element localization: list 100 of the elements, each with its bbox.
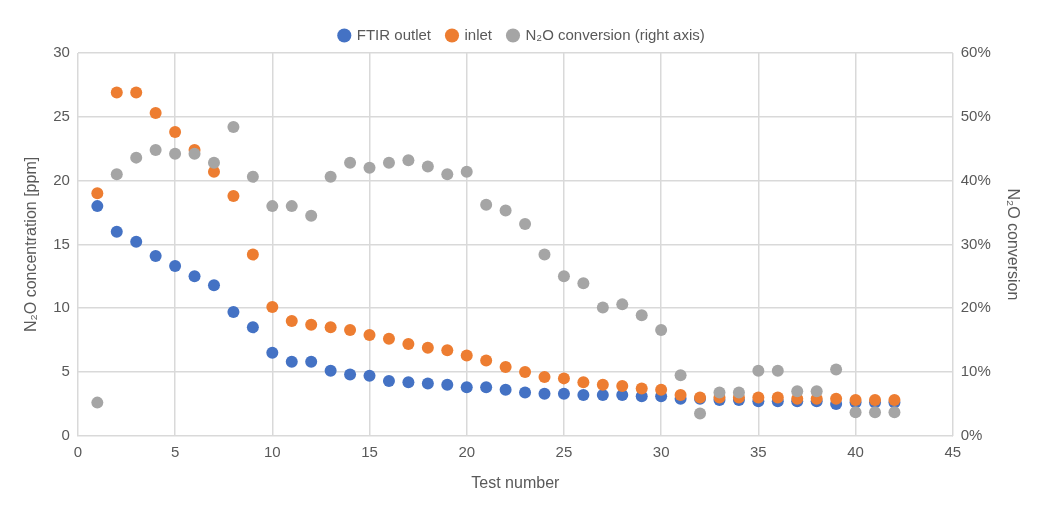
y2-tick-label: 60% <box>960 43 991 61</box>
point <box>130 86 143 99</box>
x-tick-label: 35 <box>750 442 767 460</box>
y-tick-label: 0 <box>61 425 70 443</box>
point <box>169 126 182 139</box>
x-tick-label: 25 <box>555 442 573 460</box>
point <box>130 235 143 248</box>
y-tick-label: 25 <box>53 106 70 124</box>
point <box>246 170 259 183</box>
point <box>402 154 415 167</box>
point <box>207 279 220 292</box>
point <box>305 318 318 331</box>
point <box>830 392 843 405</box>
point <box>635 382 648 395</box>
point <box>207 156 220 169</box>
point <box>324 170 337 183</box>
point <box>91 200 104 213</box>
point <box>557 387 570 400</box>
point <box>227 306 240 319</box>
y-tick-label: 20 <box>53 170 70 188</box>
y2-tick-label: 40% <box>960 170 991 188</box>
point <box>91 396 104 409</box>
point <box>791 385 804 398</box>
x-tick-label: 10 <box>263 442 281 460</box>
point <box>519 386 532 399</box>
y2-tick-label: 30% <box>960 234 991 252</box>
x-tick-label: 20 <box>458 442 476 460</box>
point <box>519 217 532 230</box>
y2-tick-label: 20% <box>960 298 991 316</box>
point <box>421 160 434 173</box>
point <box>732 386 745 399</box>
point <box>441 378 454 391</box>
point <box>480 198 493 211</box>
point <box>771 364 784 377</box>
point <box>91 187 104 200</box>
point <box>421 377 434 390</box>
point <box>655 383 668 396</box>
point <box>557 270 570 283</box>
y2-axis-title: N₂O conversion <box>1004 188 1022 301</box>
point <box>227 121 240 134</box>
y-tick-label: 5 <box>61 362 70 380</box>
point <box>616 298 629 311</box>
point <box>596 301 609 314</box>
legend-label: inlet <box>464 25 493 43</box>
point <box>169 260 182 273</box>
point <box>810 385 823 398</box>
point <box>635 309 648 322</box>
point <box>830 363 843 376</box>
point <box>246 248 259 261</box>
point <box>110 168 123 181</box>
point <box>538 248 551 261</box>
point <box>110 225 123 238</box>
point <box>655 323 668 336</box>
point <box>869 406 882 419</box>
point <box>305 355 318 368</box>
x-tick-label: 40 <box>847 442 864 460</box>
point <box>266 346 279 359</box>
point <box>169 147 182 160</box>
point <box>557 372 570 385</box>
point <box>538 371 551 384</box>
point <box>694 407 707 420</box>
point <box>382 156 395 169</box>
point <box>888 406 901 419</box>
point <box>752 391 765 404</box>
x-tick-label: 5 <box>170 442 180 460</box>
point <box>849 406 862 419</box>
point <box>344 156 357 169</box>
point <box>499 360 512 373</box>
legend-label: FTIR outlet <box>356 25 432 43</box>
y-tick-label: 15 <box>53 234 70 252</box>
point <box>538 387 551 400</box>
point <box>266 200 279 213</box>
point <box>499 383 512 396</box>
point <box>227 189 240 202</box>
point <box>363 369 376 382</box>
point <box>480 354 493 367</box>
point <box>188 270 201 283</box>
point <box>363 161 376 174</box>
point <box>499 204 512 217</box>
point <box>382 374 395 387</box>
point <box>771 391 784 404</box>
point <box>305 209 318 222</box>
point <box>382 332 395 345</box>
y2-tick-label: 10% <box>960 362 991 380</box>
point <box>324 364 337 377</box>
y-axis-title: N₂O concentration [ppm] <box>22 156 40 332</box>
x-tick-label: 15 <box>361 442 378 460</box>
point <box>577 277 590 290</box>
point <box>402 337 415 350</box>
point <box>363 329 376 341</box>
point <box>149 106 162 119</box>
point <box>674 388 687 401</box>
point <box>577 376 590 389</box>
point <box>752 364 765 377</box>
point <box>460 349 473 362</box>
y2-tick-label: 50% <box>960 106 991 124</box>
point <box>480 381 493 394</box>
point <box>460 165 473 178</box>
point <box>460 381 473 394</box>
point <box>149 143 162 156</box>
